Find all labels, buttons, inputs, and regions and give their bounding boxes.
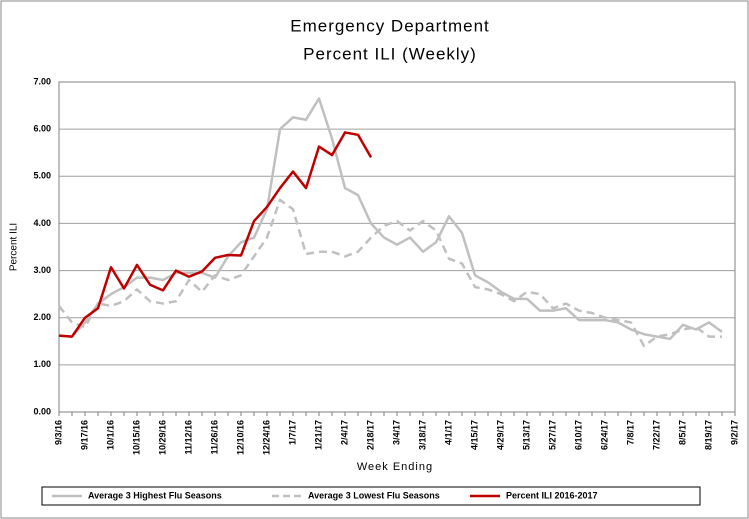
y-tick-label: 3.00: [33, 265, 51, 275]
x-tick-label: 1/7/17: [287, 420, 297, 445]
x-tick-label: 4/1/17: [443, 420, 453, 445]
x-tick-label: 4/15/17: [469, 420, 479, 450]
y-tick-label: 1.00: [33, 359, 51, 369]
series-line: [58, 97, 723, 341]
y-tick-label: 2.00: [33, 312, 51, 322]
x-tick-label: 7/8/17: [625, 420, 635, 445]
x-tick-label: 10/15/16: [131, 420, 141, 455]
y-tick-label: 7.00: [33, 76, 51, 86]
x-axis-label: Week Ending: [357, 461, 433, 473]
x-tick-label: 11/26/16: [209, 420, 219, 455]
x-tick-label: 8/5/17: [677, 420, 687, 445]
x-tick-label: 5/13/17: [521, 420, 531, 450]
x-tick-label: 10/29/16: [157, 420, 167, 455]
x-tick-label: 8/19/17: [703, 420, 713, 450]
x-tick-label: 12/10/16: [235, 420, 245, 455]
y-tick-label: 0.00: [33, 406, 51, 416]
x-tick-label: 3/18/17: [417, 420, 427, 450]
legend-label: Average 3 Lowest Flu Seasons: [308, 490, 440, 500]
y-tick-label: 6.00: [33, 124, 51, 134]
x-tick-label: 9/3/16: [53, 420, 63, 445]
y-tick-label: 5.00: [33, 171, 51, 181]
chart-title: Emergency Department: [290, 16, 490, 35]
x-tick-label: 9/2/17: [729, 420, 739, 445]
x-tick-label: 11/12/16: [183, 420, 193, 455]
x-tick-label: 10/1/16: [105, 420, 115, 450]
y-axis-label: Percent ILI: [9, 223, 20, 271]
legend-label: Percent ILI 2016-2017: [506, 490, 598, 500]
x-tick-label: 6/10/17: [573, 420, 583, 450]
series-line: [58, 198, 722, 348]
y-tick-label: 4.00: [33, 218, 51, 228]
x-tick-label: 1/21/17: [313, 420, 323, 450]
x-tick-label: 6/24/17: [599, 420, 609, 450]
x-tick-label: 12/24/16: [261, 420, 271, 455]
x-tick-label: 2/18/17: [365, 420, 375, 450]
x-tick-label: 9/17/16: [79, 420, 89, 450]
legend-label: Average 3 Highest Flu Seasons: [88, 490, 222, 500]
x-tick-label: 4/29/17: [495, 420, 505, 450]
x-tick-label: 2/4/17: [339, 420, 349, 445]
series-line: [58, 131, 373, 338]
x-tick-label: 3/4/17: [391, 420, 401, 445]
legend-box: [41, 486, 701, 506]
x-tick-label: 7/22/17: [651, 420, 661, 450]
chart-subtitle: Percent ILI (Weekly): [303, 44, 477, 63]
x-tick-label: 5/27/17: [547, 420, 557, 450]
